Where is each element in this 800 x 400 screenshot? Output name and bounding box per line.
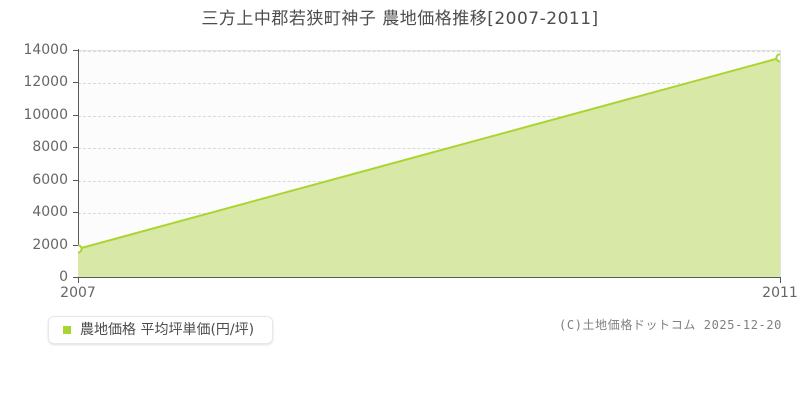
gridline <box>78 115 780 117</box>
y-axis-tick <box>73 147 79 149</box>
y-axis-tick <box>73 244 79 246</box>
y-axis-tick-label: 14000 <box>23 42 68 58</box>
gridline <box>78 51 780 52</box>
series-markers <box>78 53 780 254</box>
legend-item-label: 農地価格 平均坪単価(円/坪) <box>80 322 255 338</box>
series-fill <box>78 57 780 278</box>
x-axis-tick-label: 2007 <box>60 285 96 301</box>
y-axis-tick-label: 10000 <box>23 106 68 123</box>
x-axis-tick <box>780 278 781 283</box>
y-axis-tick <box>73 114 79 116</box>
y-axis-tick <box>73 212 79 214</box>
copyright-credit: (C)土地価格ドットコム 2025-12-20 <box>559 318 782 332</box>
y-axis-tick <box>73 277 79 278</box>
data-point-marker <box>78 244 83 254</box>
y-axis-tick-label: 4000 <box>32 204 68 221</box>
legend-swatch-icon <box>63 326 71 334</box>
y-axis-tick <box>73 50 79 51</box>
y-axis-tick-label: 12000 <box>23 74 68 91</box>
series-area-chart <box>78 53 780 278</box>
series-line <box>78 56 780 250</box>
y-axis-tick-label: 0 <box>59 269 68 285</box>
y-axis-line <box>78 49 79 278</box>
y-axis-tick <box>73 82 79 84</box>
gridline <box>78 148 780 150</box>
legend[interactable]: 農地価格 平均坪単価(円/坪) <box>48 316 274 344</box>
data-point-marker <box>775 53 780 63</box>
y-axis-tick-label: 6000 <box>32 171 68 188</box>
y-axis-tick <box>73 179 79 181</box>
x-axis-tick-label: 2011 <box>762 285 798 301</box>
y-axis-tick-label: 8000 <box>32 139 68 156</box>
x-axis-line <box>77 277 781 278</box>
x-axis-tick <box>78 278 79 283</box>
gridline <box>78 83 780 85</box>
y-axis-tick-label: 2000 <box>32 236 68 253</box>
page-title: 三方上中郡若狭町神子 農地価格推移[2007-2011] <box>201 9 599 29</box>
